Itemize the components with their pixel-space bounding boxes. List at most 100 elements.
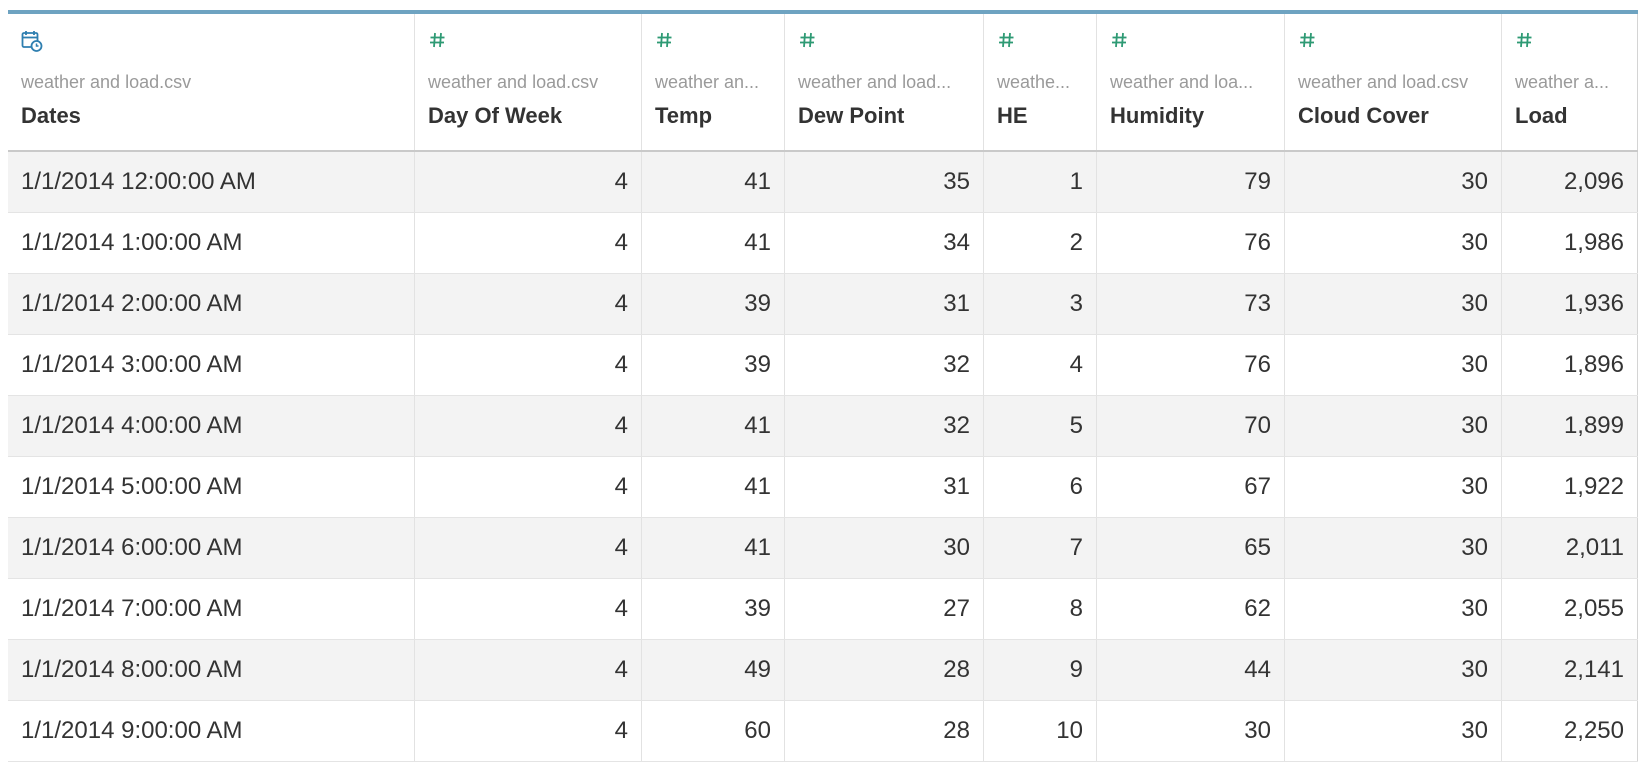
column-name: Load [1515, 103, 1568, 128]
column-source: weather and loa... [1110, 72, 1254, 92]
number-hash-icon [430, 32, 445, 48]
cell-day-of-week: 4 [415, 274, 642, 334]
cell-temp: 39 [642, 579, 785, 639]
column-header-temp[interactable]: weather an... Temp [642, 14, 785, 150]
column-header-humidity[interactable]: weather and loa... Humidity [1097, 14, 1285, 150]
calendar-clock-icon [21, 31, 43, 52]
cell-he: 7 [984, 518, 1097, 578]
cell-cloud-cover: 30 [1285, 640, 1502, 700]
column-name: Day Of Week [428, 103, 563, 128]
cell-dates: 1/1/2014 3:00:00 AM [8, 335, 415, 395]
table-row[interactable]: 1/1/2014 12:00:00 AM 4 41 35 1 79 30 2,0… [8, 152, 1638, 213]
cell-temp: 41 [642, 396, 785, 456]
cell-dew-point: 32 [785, 335, 984, 395]
column-header-dew-point[interactable]: weather and load... Dew Point [785, 14, 984, 150]
cell-cloud-cover: 30 [1285, 457, 1502, 517]
cell-day-of-week: 4 [415, 457, 642, 517]
cell-dew-point: 28 [785, 701, 984, 761]
cell-dates: 1/1/2014 1:00:00 AM [8, 213, 415, 273]
cell-he: 5 [984, 396, 1097, 456]
cell-he: 1 [984, 152, 1097, 212]
header-row: weather and load.csv Dates weather and l… [8, 14, 1638, 152]
cell-humidity: 30 [1097, 701, 1285, 761]
column-header-he[interactable]: weathe... HE [984, 14, 1097, 150]
cell-humidity: 79 [1097, 152, 1285, 212]
cell-dates: 1/1/2014 5:00:00 AM [8, 457, 415, 517]
cell-dew-point: 31 [785, 274, 984, 334]
column-source: weather and load... [798, 72, 952, 92]
cell-load: 2,011 [1502, 518, 1638, 578]
column-source: weather a... [1515, 72, 1610, 92]
table-row[interactable]: 1/1/2014 9:00:00 AM 4 60 28 10 30 30 2,2… [8, 701, 1638, 762]
cell-humidity: 67 [1097, 457, 1285, 517]
cell-humidity: 70 [1097, 396, 1285, 456]
cell-day-of-week: 4 [415, 213, 642, 273]
cell-temp: 39 [642, 274, 785, 334]
cell-temp: 41 [642, 457, 785, 517]
cell-day-of-week: 4 [415, 518, 642, 578]
cell-day-of-week: 4 [415, 579, 642, 639]
column-source: weather an... [655, 72, 760, 92]
column-header-day-of-week[interactable]: weather and load.csv Day Of Week [415, 14, 642, 150]
table-row[interactable]: 1/1/2014 3:00:00 AM 4 39 32 4 76 30 1,89… [8, 335, 1638, 396]
cell-load: 1,936 [1502, 274, 1638, 334]
cell-humidity: 76 [1097, 335, 1285, 395]
cell-he: 4 [984, 335, 1097, 395]
cell-cloud-cover: 30 [1285, 274, 1502, 334]
table-row[interactable]: 1/1/2014 4:00:00 AM 4 41 32 5 70 30 1,89… [8, 396, 1638, 457]
cell-humidity: 76 [1097, 213, 1285, 273]
table-row[interactable]: 1/1/2014 1:00:00 AM 4 41 34 2 76 30 1,98… [8, 213, 1638, 274]
cell-temp: 41 [642, 518, 785, 578]
cell-load: 1,922 [1502, 457, 1638, 517]
cell-load: 2,250 [1502, 701, 1638, 761]
cell-temp: 41 [642, 152, 785, 212]
column-name: Cloud Cover [1298, 103, 1429, 128]
cell-cloud-cover: 30 [1285, 152, 1502, 212]
table-row[interactable]: 1/1/2014 5:00:00 AM 4 41 31 6 67 30 1,92… [8, 457, 1638, 518]
table-row[interactable]: 1/1/2014 2:00:00 AM 4 39 31 3 73 30 1,93… [8, 274, 1638, 335]
cell-day-of-week: 4 [415, 396, 642, 456]
cell-day-of-week: 4 [415, 701, 642, 761]
cell-cloud-cover: 30 [1285, 213, 1502, 273]
cell-humidity: 65 [1097, 518, 1285, 578]
cell-day-of-week: 4 [415, 640, 642, 700]
cell-dates: 1/1/2014 8:00:00 AM [8, 640, 415, 700]
cell-day-of-week: 4 [415, 335, 642, 395]
cell-dew-point: 34 [785, 213, 984, 273]
column-header-cloud-cover[interactable]: weather and load.csv Cloud Cover [1285, 14, 1502, 150]
cell-load: 2,096 [1502, 152, 1638, 212]
column-name: Dew Point [798, 103, 905, 128]
cell-humidity: 44 [1097, 640, 1285, 700]
cell-dates: 1/1/2014 6:00:00 AM [8, 518, 415, 578]
column-name: Temp [655, 103, 713, 128]
cell-he: 6 [984, 457, 1097, 517]
table-row[interactable]: 1/1/2014 7:00:00 AM 4 39 27 8 62 30 2,05… [8, 579, 1638, 640]
table-row[interactable]: 1/1/2014 6:00:00 AM 4 41 30 7 65 30 2,01… [8, 518, 1638, 579]
cell-dew-point: 31 [785, 457, 984, 517]
cell-load: 1,896 [1502, 335, 1638, 395]
cell-temp: 41 [642, 213, 785, 273]
cell-cloud-cover: 30 [1285, 335, 1502, 395]
cell-load: 1,899 [1502, 396, 1638, 456]
number-hash-icon [1300, 32, 1315, 48]
cell-dates: 1/1/2014 9:00:00 AM [8, 701, 415, 761]
column-name: Humidity [1110, 103, 1205, 128]
number-hash-icon [800, 32, 815, 48]
cell-dates: 1/1/2014 4:00:00 AM [8, 396, 415, 456]
cell-load: 2,141 [1502, 640, 1638, 700]
column-header-load[interactable]: weather a... Load [1502, 14, 1638, 150]
cell-dates: 1/1/2014 2:00:00 AM [8, 274, 415, 334]
cell-cloud-cover: 30 [1285, 579, 1502, 639]
column-source: weather and load.csv [428, 72, 599, 92]
cell-he: 9 [984, 640, 1097, 700]
cell-temp: 60 [642, 701, 785, 761]
column-source: weather and load.csv [1298, 72, 1469, 92]
column-header-dates[interactable]: weather and load.csv Dates [8, 14, 415, 150]
cell-dates: 1/1/2014 7:00:00 AM [8, 579, 415, 639]
table-row[interactable]: 1/1/2014 8:00:00 AM 4 49 28 9 44 30 2,14… [8, 640, 1638, 701]
cell-dew-point: 30 [785, 518, 984, 578]
cell-he: 10 [984, 701, 1097, 761]
cell-dew-point: 35 [785, 152, 984, 212]
cell-temp: 49 [642, 640, 785, 700]
cell-cloud-cover: 30 [1285, 396, 1502, 456]
